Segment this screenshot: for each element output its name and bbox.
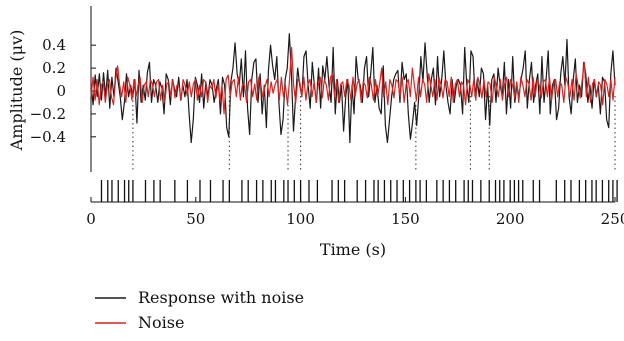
y-ticks: 0.4 0.2 0 −0.2 −0.4 — [30, 36, 96, 146]
x-axis-label: Time (s) — [320, 240, 386, 259]
x-tick-label: 150 — [391, 210, 420, 228]
series-line-noise — [90, 46, 616, 115]
x-tick-label: 200 — [496, 210, 525, 228]
x-tick-label: 100 — [286, 210, 315, 228]
x-tick-label: 50 — [186, 210, 205, 228]
legend-label: Noise — [138, 313, 184, 332]
y-tick-label: −0.2 — [30, 105, 66, 123]
series-lines — [90, 33, 616, 144]
event-marker-lines — [132, 96, 616, 172]
y-tick-label: −0.4 — [30, 128, 66, 146]
y-axis-label: Amplitude (μv) — [7, 30, 26, 152]
legend: Response with noise Noise — [95, 288, 304, 332]
x-ticks: 0 50 100 150 200 250 — [86, 197, 624, 228]
event-raster — [100, 180, 618, 202]
y-tick-label: 0.4 — [42, 36, 66, 54]
series-line-response-with-noise — [90, 33, 616, 144]
x-tick-label: 250 — [601, 210, 624, 228]
x-tick-label: 0 — [86, 210, 96, 228]
y-tick-label: 0 — [56, 82, 66, 100]
y-tick-label: 0.2 — [42, 59, 66, 77]
legend-label: Response with noise — [138, 288, 304, 307]
